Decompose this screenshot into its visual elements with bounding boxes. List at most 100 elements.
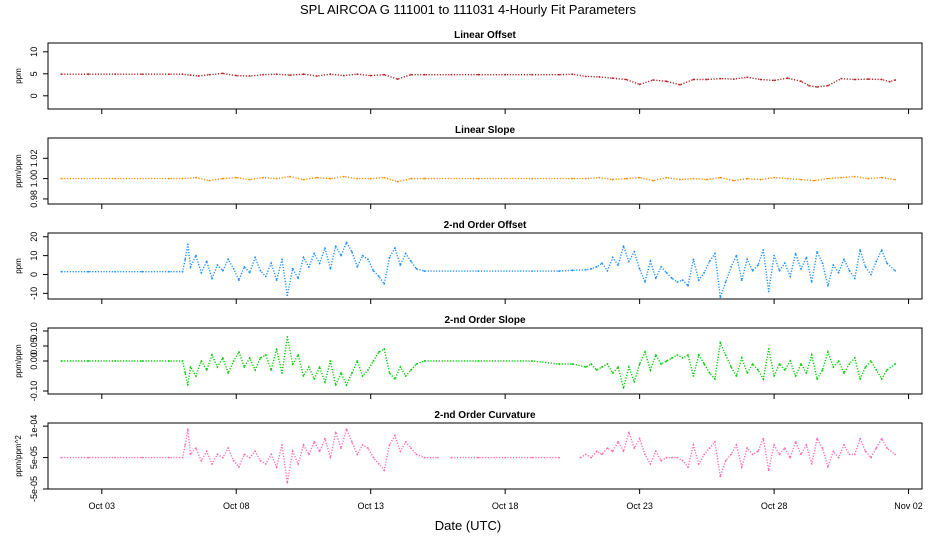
data-point	[617, 441, 619, 443]
data-point	[681, 279, 684, 281]
data-point	[60, 270, 63, 273]
data-point	[394, 378, 396, 380]
data-point	[227, 447, 230, 449]
data-point	[880, 249, 883, 251]
data-point	[262, 176, 264, 179]
data-point	[800, 178, 802, 181]
data-point	[757, 450, 759, 453]
data-point	[584, 453, 587, 456]
series-line-second-order-offset	[61, 240, 896, 298]
data-point	[789, 275, 792, 278]
data-point	[195, 375, 197, 377]
data-point	[746, 177, 749, 180]
data-point	[329, 456, 332, 459]
data-point	[356, 453, 359, 456]
data-point	[302, 178, 305, 181]
data-point	[259, 269, 262, 272]
data-point	[383, 283, 386, 285]
y-tick-label: -10	[29, 287, 39, 300]
data-point	[141, 270, 144, 273]
data-point	[477, 456, 480, 459]
data-point	[880, 78, 883, 81]
data-point	[186, 428, 189, 431]
data-point	[730, 453, 732, 456]
data-point	[423, 456, 426, 459]
data-point	[719, 176, 722, 179]
data-point	[638, 363, 641, 365]
data-point	[859, 437, 861, 440]
data-point	[114, 177, 117, 180]
data-point	[719, 296, 722, 298]
data-point	[821, 262, 824, 265]
data-point	[751, 269, 754, 272]
data-point	[837, 271, 840, 274]
data-point	[394, 434, 396, 437]
data-point	[248, 271, 251, 274]
data-point	[388, 444, 391, 446]
data-point	[800, 267, 802, 270]
data-point	[816, 86, 818, 88]
data-point	[732, 179, 735, 182]
data-point	[415, 453, 418, 456]
data-point	[377, 463, 380, 465]
data-point	[853, 453, 856, 456]
data-point	[423, 360, 426, 362]
data-point	[692, 78, 695, 81]
data-point	[773, 79, 775, 82]
data-point	[598, 176, 601, 179]
data-point	[740, 466, 743, 468]
data-point	[714, 378, 716, 380]
data-point	[654, 277, 657, 280]
data-point	[805, 372, 808, 374]
data-point	[644, 453, 646, 456]
data-point	[235, 176, 238, 179]
data-point	[313, 378, 316, 380]
data-point	[692, 444, 695, 446]
data-point	[783, 369, 786, 371]
data-point	[649, 260, 652, 263]
data-point	[186, 243, 189, 246]
x-tick-label: Oct 03	[89, 501, 116, 511]
data-point	[361, 444, 364, 446]
data-point	[186, 384, 189, 386]
data-point	[735, 375, 738, 377]
data-point	[334, 384, 337, 386]
data-point	[243, 366, 246, 368]
y-tick-label: 0.00	[29, 352, 39, 370]
y-tick-label: 0.05	[29, 337, 39, 355]
data-point	[687, 284, 689, 287]
data-point	[611, 450, 614, 453]
data-point	[394, 247, 396, 250]
data-point	[617, 264, 619, 266]
data-point	[369, 177, 372, 180]
data-point	[660, 459, 662, 462]
data-point	[724, 281, 727, 283]
series-line-second-order-slope	[61, 336, 896, 389]
data-point	[611, 372, 614, 374]
data-point	[894, 79, 896, 81]
data-point	[870, 360, 872, 362]
panel-4: 2-nd Order Slope ppm/ppm -0.10 0.000.050.10	[14, 315, 923, 401]
data-point	[181, 177, 184, 180]
data-point	[200, 459, 203, 462]
data-point	[853, 277, 856, 280]
data-point	[216, 366, 219, 368]
data-point	[848, 269, 851, 272]
data-point	[60, 177, 63, 180]
data-point	[221, 357, 224, 359]
data-point	[302, 73, 305, 76]
data-point	[324, 437, 326, 440]
data-point	[558, 270, 560, 272]
data-point	[783, 447, 786, 449]
data-point	[243, 453, 246, 456]
data-point	[644, 351, 646, 353]
panel-frame	[47, 42, 923, 110]
data-point	[622, 245, 625, 248]
data-point	[259, 357, 262, 359]
data-point	[719, 342, 722, 344]
data-point	[681, 459, 684, 462]
data-point	[617, 366, 619, 368]
data-point	[531, 456, 533, 459]
data-point	[195, 254, 197, 257]
